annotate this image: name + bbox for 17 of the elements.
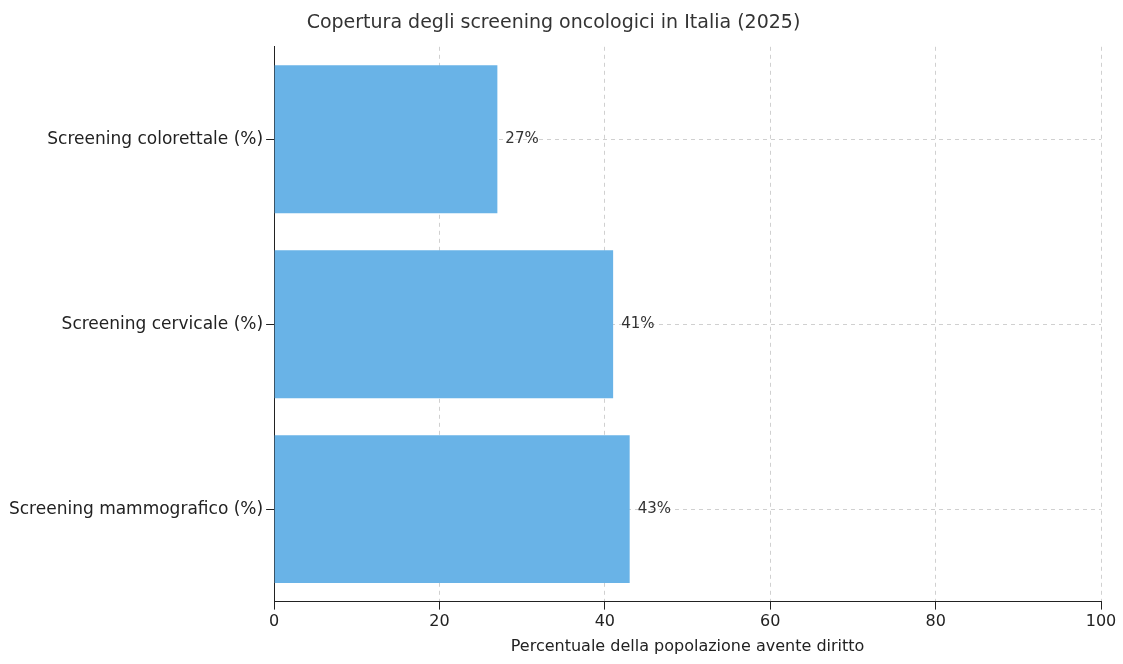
bar xyxy=(274,65,498,214)
y-tick-label: Screening colorettale (%) xyxy=(47,127,264,148)
x-tick-label: 40 xyxy=(594,611,616,631)
bar xyxy=(274,250,614,399)
data-label: 43% xyxy=(637,499,672,518)
chart-title: Copertura degli screening oncologici in Italia (2025) xyxy=(306,10,801,33)
x-tick-label: 100 xyxy=(1085,611,1117,631)
y-tick-label: Screening mammografico (%) xyxy=(8,497,264,518)
x-tick-label: 60 xyxy=(760,611,781,631)
y-tick-label: Screening cervicale (%) xyxy=(61,312,264,333)
bar xyxy=(274,435,630,584)
data-label: 41% xyxy=(621,314,655,333)
x-tick-label: 80 xyxy=(925,611,946,631)
data-label: 27% xyxy=(505,129,539,148)
x-tick-label: 20 xyxy=(429,611,450,631)
x-axis-title: Percentuale della popolazione avente diritto xyxy=(510,635,865,655)
x-tick-label: 0 xyxy=(269,611,280,631)
